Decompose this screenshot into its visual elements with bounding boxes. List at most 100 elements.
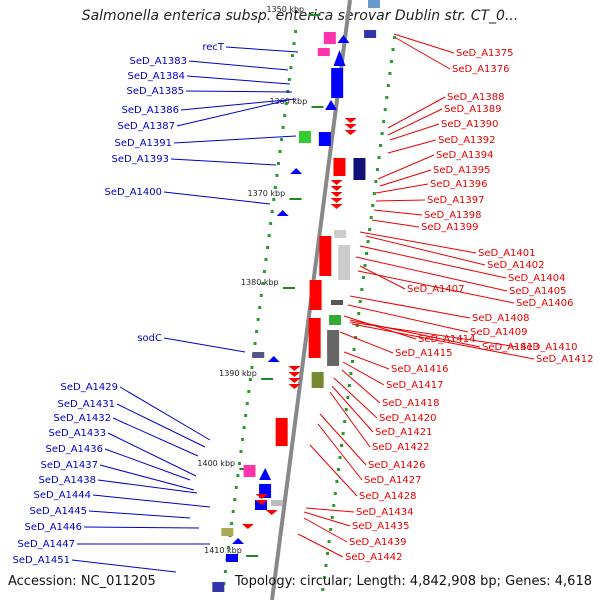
forward-gene-arrow bbox=[232, 538, 245, 544]
gene-label-right: SeD_A1435 bbox=[352, 521, 410, 532]
leader-line-right bbox=[377, 154, 435, 180]
leader-line-right bbox=[297, 533, 344, 558]
leader-line-right bbox=[365, 235, 486, 266]
feature-dot bbox=[365, 252, 369, 255]
gene-label-left: SeD_A1436 bbox=[46, 444, 104, 455]
genome-title: Salmonella enterica subsp. enterica sero… bbox=[81, 8, 519, 24]
leader-line-left bbox=[116, 403, 206, 448]
feature-dot bbox=[269, 222, 273, 225]
feature-dot bbox=[289, 66, 293, 69]
leader-line-right bbox=[349, 295, 471, 319]
position-tick-label: 1350 kbp bbox=[266, 5, 304, 14]
leader-line-left bbox=[188, 60, 289, 71]
forward-gene-block bbox=[252, 352, 265, 358]
leader-line-right bbox=[393, 33, 455, 54]
leader-line-left bbox=[173, 135, 297, 144]
feature-dot bbox=[382, 120, 386, 123]
feature-dot bbox=[231, 510, 235, 513]
feature-dot bbox=[292, 42, 296, 45]
gene-label-right: SeD_A1427 bbox=[364, 475, 422, 486]
forward-gene-block bbox=[323, 32, 336, 44]
topology-label: Topology: circular; Length: 4,842,908 bp… bbox=[234, 574, 592, 589]
reverse-gene-arrow bbox=[288, 378, 301, 383]
gene-label-left: SeD_A1437 bbox=[41, 460, 99, 471]
feature-dot bbox=[230, 522, 234, 525]
feature-dot bbox=[338, 456, 342, 459]
feature-dot bbox=[236, 474, 240, 477]
gene-label-right: SeD_A1416 bbox=[391, 364, 449, 375]
feature-dot bbox=[332, 504, 336, 507]
feature-dot bbox=[388, 72, 392, 75]
feature-dot bbox=[322, 576, 326, 579]
feature-dot bbox=[233, 498, 237, 501]
accession-label: Accession: NC_011205 bbox=[8, 574, 156, 589]
forward-gene-block bbox=[318, 132, 331, 146]
forward-gene-arrow bbox=[333, 50, 346, 66]
gene-label-right: SeD_A1442 bbox=[345, 552, 403, 563]
leader-line-right bbox=[317, 423, 363, 481]
reverse-gene-arrow bbox=[288, 384, 301, 389]
feature-dot bbox=[343, 420, 347, 423]
leader-line-right bbox=[387, 96, 446, 129]
leader-line-right bbox=[387, 108, 443, 136]
feature-dot bbox=[239, 450, 243, 453]
feature-dot bbox=[278, 150, 282, 153]
feature-dot bbox=[248, 378, 252, 381]
forward-gene-block bbox=[331, 68, 344, 98]
leader-line-right bbox=[347, 304, 469, 333]
reverse-gene-block bbox=[329, 315, 342, 325]
leader-line-right bbox=[375, 199, 426, 202]
feature-dot bbox=[377, 156, 381, 159]
feature-dot bbox=[360, 288, 364, 291]
feature-dot bbox=[344, 408, 348, 411]
feature-dot bbox=[368, 228, 372, 231]
feature-dot bbox=[366, 240, 370, 243]
gene-label-right: SeD_A1422 bbox=[372, 442, 430, 453]
gene-label-left: SeD_A1433 bbox=[49, 428, 107, 439]
gene-label-right: SeD_A1388 bbox=[447, 92, 505, 103]
gene-label-right: SeD_A1399 bbox=[421, 222, 479, 233]
position-tick-label: 1410 kbp bbox=[204, 546, 242, 555]
feature-dot bbox=[250, 366, 254, 369]
feature-dot bbox=[386, 84, 390, 87]
gene-label-right: SeD_A1415 bbox=[395, 348, 453, 359]
gene-label-left: SeD_A1387 bbox=[118, 121, 176, 132]
leader-line-left bbox=[163, 191, 271, 205]
feature-dot bbox=[247, 390, 251, 393]
feature-dot bbox=[264, 258, 268, 261]
forward-gene-arrow bbox=[337, 35, 350, 43]
gene-label-left: SeD_A1431 bbox=[58, 399, 116, 410]
feature-dot bbox=[326, 552, 330, 555]
leader-line-right bbox=[371, 219, 420, 228]
gene-label-right: SeD_A1404 bbox=[508, 273, 566, 284]
gene-label-right: SeD_A1396 bbox=[430, 179, 488, 190]
reverse-gene-arrow bbox=[330, 192, 343, 197]
leader-line-right bbox=[351, 323, 535, 360]
feature-dot bbox=[369, 216, 373, 219]
forward-gene-arrow bbox=[290, 168, 303, 174]
leader-line-right bbox=[333, 377, 378, 419]
leader-line-right bbox=[343, 315, 417, 340]
feature-dot bbox=[354, 336, 358, 339]
leader-line-right bbox=[319, 413, 367, 466]
reverse-gene-block bbox=[311, 372, 324, 388]
reverse-gene-block bbox=[271, 500, 283, 506]
reverse-gene-arrow bbox=[344, 124, 357, 129]
leader-line-right bbox=[305, 507, 355, 513]
leader-line-left bbox=[170, 158, 277, 166]
feature-dot bbox=[380, 132, 384, 135]
feature-dot bbox=[340, 444, 344, 447]
feature-dot bbox=[245, 402, 249, 405]
gene-label-left: SeD_A1386 bbox=[122, 105, 180, 116]
leader-line-right bbox=[309, 444, 358, 497]
feature-dot bbox=[241, 438, 245, 441]
gene-label-right: SeD_A1408 bbox=[472, 313, 530, 324]
feature-dot bbox=[234, 486, 238, 489]
feature-dot bbox=[357, 312, 361, 315]
leader-line-left bbox=[71, 559, 177, 573]
feature-dot bbox=[266, 246, 270, 249]
gene-label-right: SeD_A1428 bbox=[359, 491, 417, 502]
gene-label-left: SeD_A1438 bbox=[39, 475, 97, 486]
position-tick-label: 1380 kbp bbox=[241, 278, 279, 287]
